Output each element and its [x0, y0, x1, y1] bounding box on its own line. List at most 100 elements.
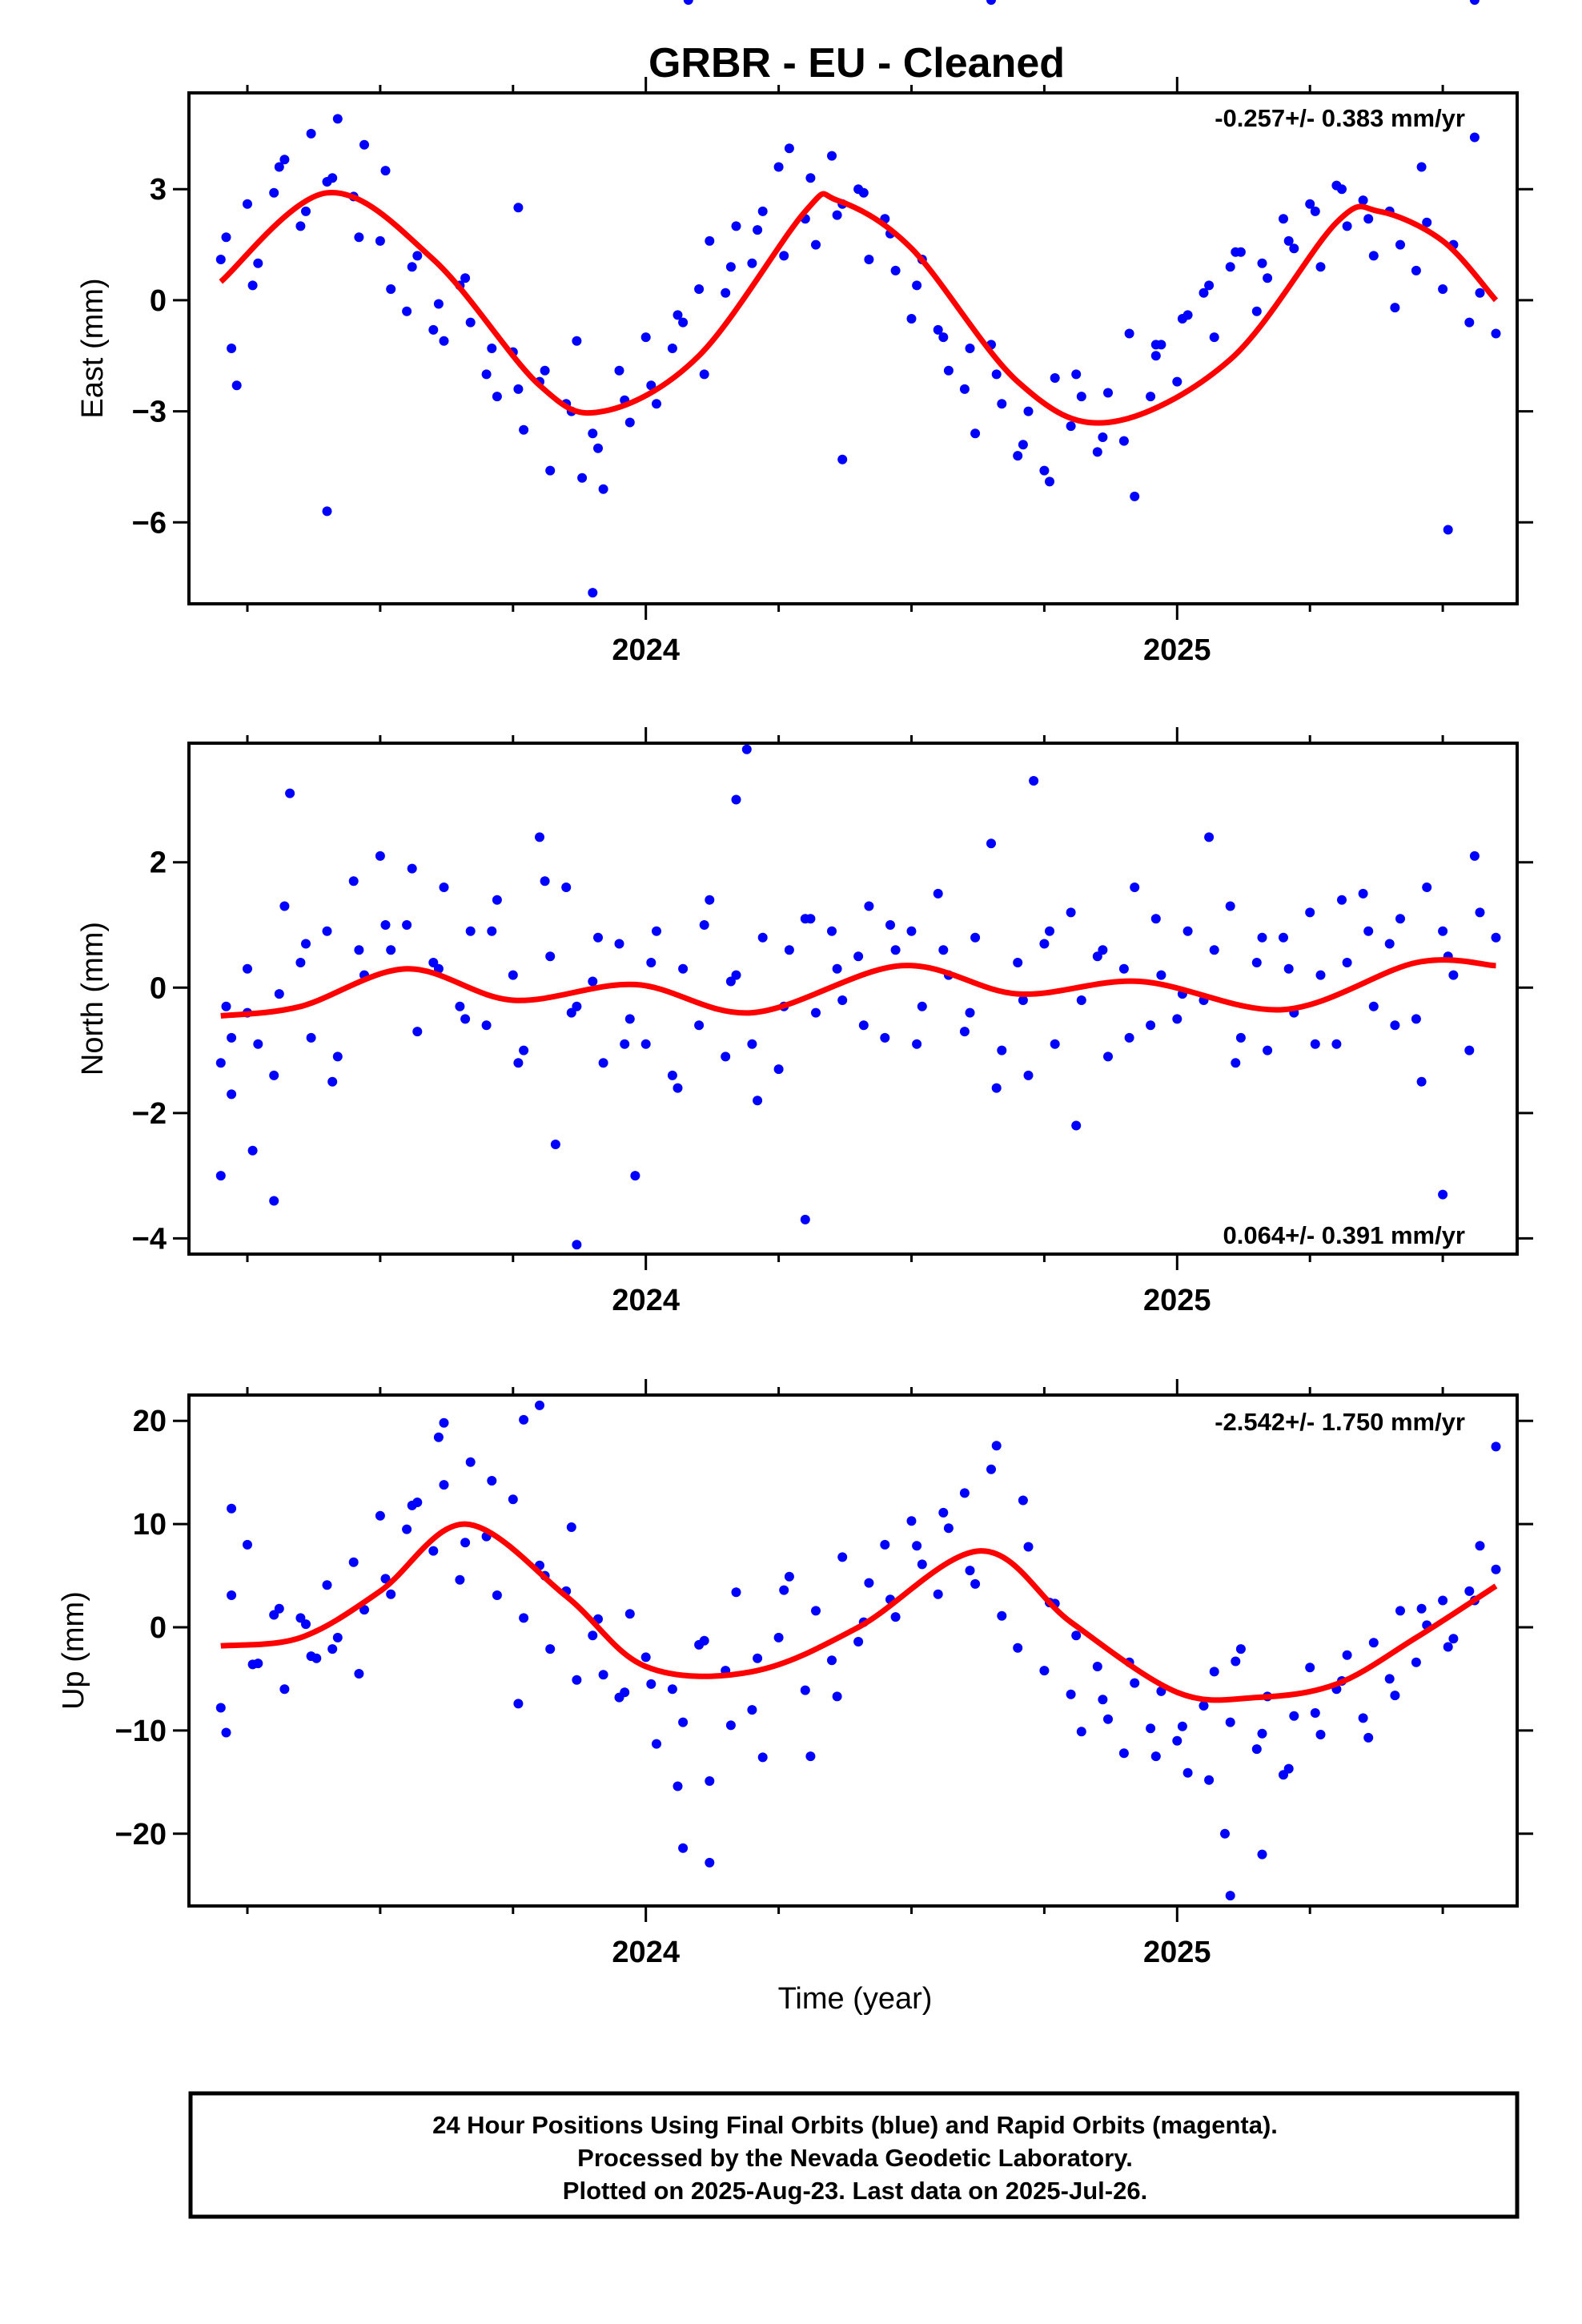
up-data-point	[997, 1610, 1007, 1621]
east-data-point	[784, 143, 794, 154]
east-data-point	[1018, 440, 1028, 450]
north-data-point	[1469, 850, 1480, 861]
north-data-point	[1172, 1014, 1182, 1024]
east-data-point	[997, 399, 1007, 409]
north-data-point	[620, 1039, 630, 1049]
east-data-point	[386, 284, 396, 294]
up-data-point	[1118, 1748, 1129, 1759]
north-data-point	[402, 920, 412, 930]
east-data-point	[354, 232, 364, 243]
east-data-point	[1390, 303, 1400, 313]
up-data-point	[1225, 1891, 1235, 1901]
up-data-point	[439, 1480, 449, 1490]
north-data-point	[1416, 1076, 1427, 1087]
footer-line-3: Plotted on 2025-Aug-23. Last data on 202…	[563, 2177, 1147, 2205]
up-data-point	[332, 1632, 343, 1642]
north-data-point	[375, 850, 385, 861]
up-data-point	[1283, 1763, 1294, 1774]
north-data-point	[1146, 1020, 1156, 1031]
north-data-point	[1464, 1045, 1475, 1055]
up-data-point	[227, 1590, 237, 1600]
up-data-point	[301, 1619, 311, 1630]
north-data-point	[1209, 945, 1219, 955]
north-data-point	[1050, 1039, 1060, 1049]
north-ytick-label: 0	[150, 971, 167, 1005]
up-data-point	[375, 1510, 385, 1521]
east-data-point	[359, 139, 369, 150]
up-data-point	[1172, 1735, 1182, 1746]
up-data-point	[513, 1699, 524, 1709]
east-data-point	[805, 173, 816, 183]
north-data-point	[678, 963, 689, 974]
panel-north-frame	[187, 742, 1519, 1256]
up-data-point	[359, 1605, 369, 1615]
north-data-point	[917, 1001, 927, 1011]
north-data-point	[646, 958, 656, 967]
up-data-point	[311, 1653, 322, 1663]
north-data-point	[380, 920, 391, 930]
footer-line-1: 24 Hour Positions Using Final Orbits (bl…	[432, 2111, 1278, 2139]
east-data-point	[694, 284, 705, 294]
east-data-point	[1283, 235, 1294, 246]
up-data-point	[1358, 1713, 1368, 1723]
east-data-point	[1118, 436, 1129, 446]
north-data-point	[492, 895, 502, 905]
up-data-point	[811, 1606, 821, 1616]
east-data-point	[699, 369, 709, 380]
east-data-point	[646, 380, 656, 391]
panel-north: 2 0 −2 −4 2024 2025 North (mm) 0.064+/- 0.39…	[76, 727, 1533, 1317]
north-data-point	[1310, 1039, 1320, 1049]
east-data-point	[970, 428, 981, 439]
north-data-point	[593, 932, 603, 943]
up-data-point	[1443, 1642, 1453, 1652]
up-data-point	[1018, 1495, 1028, 1506]
east-data-point	[375, 235, 385, 246]
east-data-point	[624, 417, 635, 428]
north-data-point	[1225, 901, 1235, 911]
east-data-point	[1422, 217, 1432, 227]
east-data-point	[683, 0, 693, 5]
east-data-point	[274, 162, 284, 172]
north-data-point	[227, 1089, 237, 1100]
panel-east-xtick-labels: 2024 2025	[612, 633, 1211, 667]
north-data-point	[614, 939, 624, 949]
up-data-point	[519, 1613, 529, 1623]
east-data-point	[1469, 132, 1480, 143]
east-data-point	[753, 225, 763, 235]
up-data-point	[784, 1571, 794, 1582]
east-ytick-label: 3	[150, 173, 167, 207]
north-data-point	[1103, 1051, 1113, 1062]
up-data-point	[348, 1557, 359, 1567]
north-data-point	[1150, 914, 1161, 924]
north-data-point	[832, 963, 842, 974]
east-data-point	[327, 173, 338, 183]
north-data-point	[561, 883, 572, 892]
up-data-point	[274, 1603, 284, 1614]
north-data-point	[550, 1140, 560, 1149]
east-data-point	[540, 365, 550, 376]
north-data-point	[1204, 832, 1215, 842]
north-data-point	[460, 1014, 471, 1024]
north-data-point	[784, 945, 794, 955]
up-data-point	[890, 1612, 901, 1622]
north-data-point	[731, 794, 741, 805]
up-data-point	[535, 1400, 544, 1410]
up-data-point	[1464, 1586, 1475, 1596]
north-data-point	[837, 995, 848, 1005]
east-data-point	[832, 210, 842, 220]
north-data-point	[933, 888, 943, 899]
east-data-point	[428, 324, 439, 335]
up-data-point	[1384, 1674, 1395, 1684]
north-data-point	[997, 1045, 1007, 1055]
up-data-point	[215, 1703, 226, 1713]
east-data-point	[721, 287, 731, 298]
up-data-point	[545, 1644, 556, 1655]
north-xtick-label: 2024	[612, 1284, 680, 1317]
up-data-point	[965, 1566, 975, 1576]
north-data-point	[890, 945, 901, 955]
north-data-point	[513, 1058, 524, 1068]
up-data-point	[492, 1590, 502, 1600]
up-data-point	[624, 1609, 635, 1619]
up-data-point	[827, 1655, 837, 1666]
east-data-point	[667, 344, 677, 353]
